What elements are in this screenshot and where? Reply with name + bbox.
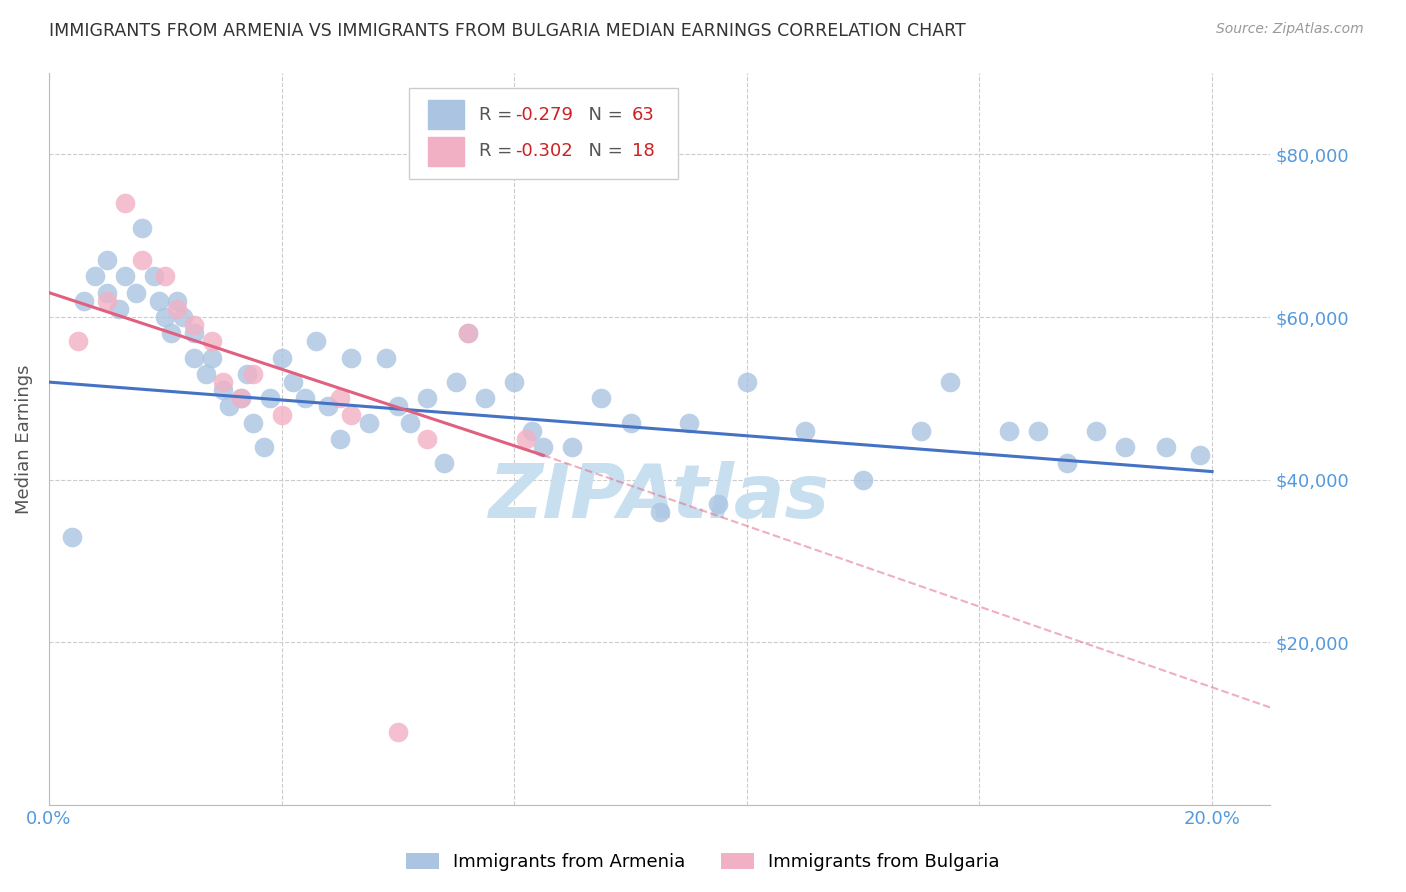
- Point: [416, 432, 439, 446]
- Point: [212, 383, 235, 397]
- Point: [619, 416, 641, 430]
- Point: [148, 293, 170, 308]
- Point: [172, 310, 194, 324]
- Point: [166, 301, 188, 316]
- Point: [283, 375, 305, 389]
- Point: [794, 424, 817, 438]
- Text: 18: 18: [631, 143, 654, 161]
- Point: [160, 326, 183, 341]
- Point: [997, 424, 1019, 438]
- FancyBboxPatch shape: [427, 136, 464, 166]
- Point: [340, 408, 363, 422]
- Point: [183, 326, 205, 341]
- Point: [910, 424, 932, 438]
- Point: [387, 400, 409, 414]
- Point: [1084, 424, 1107, 438]
- Text: N =: N =: [576, 143, 628, 161]
- Point: [201, 334, 224, 349]
- Text: ZIPAtlas: ZIPAtlas: [489, 461, 830, 534]
- Point: [531, 440, 554, 454]
- Point: [416, 392, 439, 406]
- Y-axis label: Median Earnings: Median Earnings: [15, 364, 32, 514]
- Point: [166, 293, 188, 308]
- Point: [270, 351, 292, 365]
- Point: [259, 392, 281, 406]
- Point: [155, 310, 177, 324]
- Point: [316, 400, 339, 414]
- Point: [305, 334, 328, 349]
- Point: [1114, 440, 1136, 454]
- Point: [183, 351, 205, 365]
- Point: [515, 432, 537, 446]
- Point: [253, 440, 276, 454]
- Point: [329, 392, 352, 406]
- Point: [270, 408, 292, 422]
- Text: -0.279: -0.279: [516, 106, 574, 124]
- Text: N =: N =: [576, 106, 628, 124]
- Point: [1189, 448, 1212, 462]
- Point: [474, 392, 496, 406]
- Point: [329, 432, 352, 446]
- Text: R =: R =: [479, 106, 517, 124]
- Point: [183, 318, 205, 333]
- Point: [591, 392, 613, 406]
- Point: [242, 367, 264, 381]
- Point: [648, 505, 671, 519]
- Point: [218, 400, 240, 414]
- Point: [503, 375, 526, 389]
- Point: [96, 293, 118, 308]
- FancyBboxPatch shape: [409, 87, 678, 179]
- Text: IMMIGRANTS FROM ARMENIA VS IMMIGRANTS FROM BULGARIA MEDIAN EARNINGS CORRELATION : IMMIGRANTS FROM ARMENIA VS IMMIGRANTS FR…: [49, 22, 966, 40]
- Point: [107, 301, 129, 316]
- Legend: Immigrants from Armenia, Immigrants from Bulgaria: Immigrants from Armenia, Immigrants from…: [399, 846, 1007, 879]
- Point: [131, 220, 153, 235]
- Point: [131, 253, 153, 268]
- Point: [433, 457, 456, 471]
- Point: [235, 367, 257, 381]
- Point: [561, 440, 583, 454]
- Text: Source: ZipAtlas.com: Source: ZipAtlas.com: [1216, 22, 1364, 37]
- Point: [67, 334, 90, 349]
- Point: [852, 473, 875, 487]
- Point: [114, 269, 136, 284]
- Point: [340, 351, 363, 365]
- Point: [294, 392, 316, 406]
- Point: [96, 253, 118, 268]
- Point: [387, 724, 409, 739]
- Point: [229, 392, 252, 406]
- Point: [114, 196, 136, 211]
- Point: [520, 424, 543, 438]
- Point: [457, 326, 479, 341]
- Point: [735, 375, 758, 389]
- Point: [1056, 457, 1078, 471]
- Point: [60, 530, 83, 544]
- Point: [444, 375, 467, 389]
- FancyBboxPatch shape: [427, 100, 464, 129]
- Point: [242, 416, 264, 430]
- Point: [706, 497, 728, 511]
- Point: [1154, 440, 1177, 454]
- Point: [939, 375, 962, 389]
- Text: -0.302: -0.302: [516, 143, 574, 161]
- Point: [155, 269, 177, 284]
- Point: [73, 293, 96, 308]
- Point: [398, 416, 420, 430]
- Point: [457, 326, 479, 341]
- Point: [1026, 424, 1049, 438]
- Point: [142, 269, 165, 284]
- Point: [375, 351, 398, 365]
- Text: 63: 63: [631, 106, 654, 124]
- Point: [357, 416, 380, 430]
- Point: [96, 285, 118, 300]
- Text: R =: R =: [479, 143, 517, 161]
- Point: [84, 269, 107, 284]
- Point: [229, 392, 252, 406]
- Point: [678, 416, 700, 430]
- Point: [195, 367, 218, 381]
- Point: [125, 285, 148, 300]
- Point: [212, 375, 235, 389]
- Point: [201, 351, 224, 365]
